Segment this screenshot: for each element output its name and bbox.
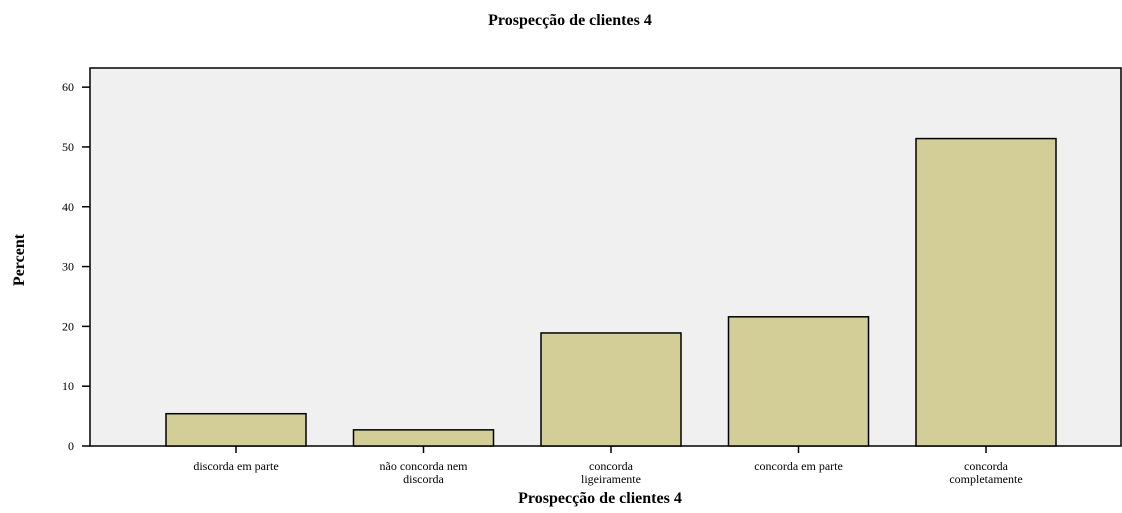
y-tick-label: 0 xyxy=(68,439,74,453)
y-tick-label: 20 xyxy=(62,319,74,333)
bar xyxy=(540,332,682,447)
y-tick-label: 10 xyxy=(62,379,74,393)
y-tick-label: 60 xyxy=(62,80,74,94)
bar xyxy=(727,316,870,447)
x-tick-label: concorda completamente xyxy=(949,459,1022,486)
x-tick-label: concorda ligeiramente xyxy=(581,459,641,486)
bar xyxy=(165,412,307,447)
bar xyxy=(352,429,495,447)
y-axis-label: Percent xyxy=(11,233,28,286)
x-tick-label: não concorda nem discorda xyxy=(380,459,469,486)
x-tick-label: discorda em parte xyxy=(193,459,278,473)
chart-title: Prospecção de clientes 4 xyxy=(488,12,652,29)
y-tick-label: 40 xyxy=(62,200,74,214)
bar xyxy=(915,137,1057,447)
x-tick-label: concorda em parte xyxy=(754,459,843,473)
y-tick-label: 30 xyxy=(62,260,74,274)
x-axis-label: Prospecção de clientes 4 xyxy=(518,490,682,507)
y-tick-label: 50 xyxy=(62,140,74,154)
